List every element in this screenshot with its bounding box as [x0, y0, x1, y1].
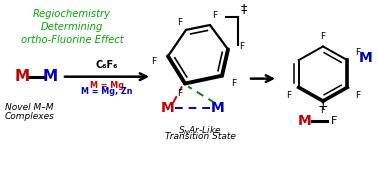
- Text: F: F: [355, 48, 360, 57]
- Text: M: M: [14, 69, 29, 84]
- Text: F: F: [177, 18, 183, 27]
- Text: Transition State: Transition State: [164, 132, 235, 141]
- Text: Novel M–M: Novel M–M: [5, 103, 54, 112]
- Text: +: +: [318, 100, 328, 113]
- Text: Determining: Determining: [41, 22, 103, 32]
- Text: ortho-Fluorine Effect: ortho-Fluorine Effect: [21, 35, 123, 45]
- Text: M: M: [161, 101, 175, 115]
- Text: F: F: [286, 91, 291, 100]
- Text: F: F: [321, 106, 325, 115]
- Text: F: F: [355, 91, 360, 100]
- Text: M = Mg: M = Mg: [90, 81, 124, 90]
- Text: F: F: [231, 79, 237, 88]
- Text: F: F: [239, 42, 245, 51]
- Text: Regiochemistry: Regiochemistry: [33, 9, 111, 19]
- Text: M: M: [298, 113, 312, 128]
- Text: M: M: [42, 69, 57, 84]
- Text: F: F: [177, 89, 183, 98]
- Text: M: M: [359, 51, 373, 65]
- Text: F: F: [321, 32, 325, 41]
- Text: C₆F₆: C₆F₆: [96, 60, 118, 70]
- Text: ‡: ‡: [241, 2, 247, 15]
- Text: M = Mg, Zn: M = Mg, Zn: [81, 87, 133, 96]
- Text: F: F: [331, 115, 337, 126]
- Text: Complexes: Complexes: [5, 112, 55, 121]
- Text: M: M: [211, 101, 225, 115]
- Text: F: F: [212, 11, 218, 20]
- Text: F: F: [152, 57, 156, 66]
- Text: $S_N$Ar-Like: $S_N$Ar-Like: [178, 125, 222, 137]
